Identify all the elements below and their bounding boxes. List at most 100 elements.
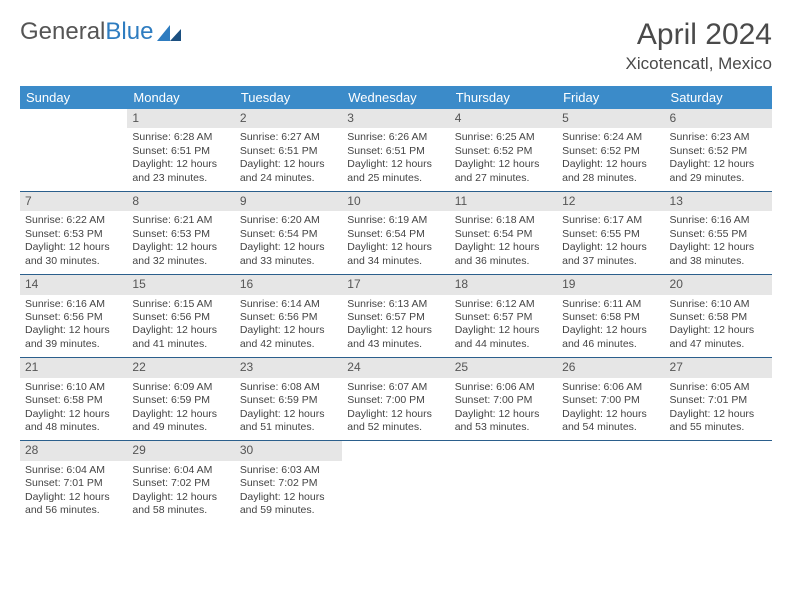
sunrise-text: Sunrise: 6:21 AM	[132, 214, 229, 227]
sunrise-text: Sunrise: 6:27 AM	[240, 131, 337, 144]
weekday-header: Tuesday	[235, 86, 342, 109]
calendar-week-row: 14Sunrise: 6:16 AMSunset: 6:56 PMDayligh…	[20, 275, 772, 358]
daylight-text: Daylight: 12 hours and 38 minutes.	[670, 241, 767, 268]
calendar-day-cell: 27 Sunrise: 6:05 AMSunset: 7:01 PMDayligh…	[665, 358, 772, 441]
daylight-text: Daylight: 12 hours and 53 minutes.	[455, 408, 552, 435]
calendar-blank-cell: .	[665, 441, 772, 524]
sunset-text: Sunset: 6:51 PM	[240, 145, 337, 158]
sunset-text: Sunset: 6:58 PM	[562, 311, 659, 324]
calendar-day-cell: 26 Sunrise: 6:06 AMSunset: 7:00 PMDayligh…	[557, 358, 664, 441]
daylight-text: Daylight: 12 hours and 48 minutes.	[25, 408, 122, 435]
daylight-text: Daylight: 12 hours and 36 minutes.	[455, 241, 552, 268]
sunrise-text: Sunrise: 6:23 AM	[670, 131, 767, 144]
sunset-text: Sunset: 7:01 PM	[670, 394, 767, 407]
calendar-week-row: .1Sunrise: 6:28 AMSunset: 6:51 PMDayligh…	[20, 109, 772, 192]
sunrise-text: Sunrise: 6:04 AM	[25, 464, 122, 477]
sunset-text: Sunset: 7:02 PM	[132, 477, 229, 490]
sunset-text: Sunset: 6:59 PM	[132, 394, 229, 407]
daylight-text: Daylight: 12 hours and 51 minutes.	[240, 408, 337, 435]
sunrise-text: Sunrise: 6:06 AM	[562, 381, 659, 394]
sunset-text: Sunset: 7:00 PM	[562, 394, 659, 407]
day-number: 16	[235, 275, 342, 294]
calendar-day-cell: 20Sunrise: 6:10 AMSunset: 6:58 PMDayligh…	[665, 275, 772, 358]
sunset-text: Sunset: 6:56 PM	[25, 311, 122, 324]
sunrise-text: Sunrise: 6:13 AM	[347, 298, 444, 311]
calendar-day-cell: 3Sunrise: 6:26 AMSunset: 6:51 PMDaylight…	[342, 109, 449, 192]
day-number: 26	[557, 358, 664, 377]
daylight-text: Daylight: 12 hours and 41 minutes.	[132, 324, 229, 351]
daylight-text: Daylight: 12 hours and 59 minutes.	[240, 491, 337, 518]
day-number: 15	[127, 275, 234, 294]
sunrise-text: Sunrise: 6:08 AM	[240, 381, 337, 394]
day-number: 1	[127, 109, 234, 128]
calendar-day-cell: 13Sunrise: 6:16 AMSunset: 6:55 PMDayligh…	[665, 192, 772, 275]
sunset-text: Sunset: 7:02 PM	[240, 477, 337, 490]
sunrise-text: Sunrise: 6:12 AM	[455, 298, 552, 311]
weekday-header: Friday	[557, 86, 664, 109]
calendar-day-cell: 16Sunrise: 6:14 AMSunset: 6:56 PMDayligh…	[235, 275, 342, 358]
calendar-day-cell: 12Sunrise: 6:17 AMSunset: 6:55 PMDayligh…	[557, 192, 664, 275]
daylight-text: Daylight: 12 hours and 54 minutes.	[562, 408, 659, 435]
sunrise-text: Sunrise: 6:16 AM	[25, 298, 122, 311]
daylight-text: Daylight: 12 hours and 47 minutes.	[670, 324, 767, 351]
sunset-text: Sunset: 6:58 PM	[25, 394, 122, 407]
day-number: 22	[127, 358, 234, 377]
sunset-text: Sunset: 6:55 PM	[562, 228, 659, 241]
calendar-day-cell: 28Sunrise: 6:04 AMSunset: 7:01 PMDayligh…	[20, 441, 127, 524]
sunrise-text: Sunrise: 6:11 AM	[562, 298, 659, 311]
sunset-text: Sunset: 6:59 PM	[240, 394, 337, 407]
calendar-day-cell: 17Sunrise: 6:13 AMSunset: 6:57 PMDayligh…	[342, 275, 449, 358]
sunset-text: Sunset: 6:55 PM	[670, 228, 767, 241]
daylight-text: Daylight: 12 hours and 24 minutes.	[240, 158, 337, 185]
weekday-header: Thursday	[450, 86, 557, 109]
day-number: 24	[342, 358, 449, 377]
sunrise-text: Sunrise: 6:05 AM	[670, 381, 767, 394]
sunset-text: Sunset: 6:53 PM	[25, 228, 122, 241]
day-number: 8	[127, 192, 234, 211]
sunset-text: Sunset: 6:54 PM	[455, 228, 552, 241]
daylight-text: Daylight: 12 hours and 44 minutes.	[455, 324, 552, 351]
daylight-text: Daylight: 12 hours and 23 minutes.	[132, 158, 229, 185]
header: GeneralBlue April 2024 Xicotencatl, Mexi…	[20, 18, 772, 74]
daylight-text: Daylight: 12 hours and 28 minutes.	[562, 158, 659, 185]
calendar-week-row: 7Sunrise: 6:22 AMSunset: 6:53 PMDaylight…	[20, 192, 772, 275]
calendar-day-cell: 29Sunrise: 6:04 AMSunset: 7:02 PMDayligh…	[127, 441, 234, 524]
sunset-text: Sunset: 6:51 PM	[347, 145, 444, 158]
calendar-blank-cell: .	[557, 441, 664, 524]
day-number: 18	[450, 275, 557, 294]
sunrise-text: Sunrise: 6:28 AM	[132, 131, 229, 144]
day-number: 11	[450, 192, 557, 211]
daylight-text: Daylight: 12 hours and 43 minutes.	[347, 324, 444, 351]
calendar-day-cell: 11 Sunrise: 6:18 AMSunset: 6:54 PMDayligh…	[450, 192, 557, 275]
brand-part2: Blue	[105, 18, 153, 46]
daylight-text: Daylight: 12 hours and 55 minutes.	[670, 408, 767, 435]
calendar-day-cell: 23Sunrise: 6:08 AMSunset: 6:59 PMDayligh…	[235, 358, 342, 441]
calendar-day-cell: 15Sunrise: 6:15 AMSunset: 6:56 PMDayligh…	[127, 275, 234, 358]
day-number: 5	[557, 109, 664, 128]
calendar-blank-cell: .	[450, 441, 557, 524]
calendar-day-cell: 19Sunrise: 6:11 AMSunset: 6:58 PMDayligh…	[557, 275, 664, 358]
day-number: 3	[342, 109, 449, 128]
day-number: 21	[20, 358, 127, 377]
day-number: 7	[20, 192, 127, 211]
calendar-day-cell: 22Sunrise: 6:09 AMSunset: 6:59 PMDayligh…	[127, 358, 234, 441]
day-number: 27	[665, 358, 772, 377]
daylight-text: Daylight: 12 hours and 58 minutes.	[132, 491, 229, 518]
sunset-text: Sunset: 6:52 PM	[455, 145, 552, 158]
sunset-text: Sunset: 7:01 PM	[25, 477, 122, 490]
weekday-header: Saturday	[665, 86, 772, 109]
calendar-day-cell: 4Sunrise: 6:25 AMSunset: 6:52 PMDaylight…	[450, 109, 557, 192]
sunrise-text: Sunrise: 6:24 AM	[562, 131, 659, 144]
sunset-text: Sunset: 6:52 PM	[562, 145, 659, 158]
daylight-text: Daylight: 12 hours and 27 minutes.	[455, 158, 552, 185]
calendar-day-cell: 8Sunrise: 6:21 AMSunset: 6:53 PMDaylight…	[127, 192, 234, 275]
daylight-text: Daylight: 12 hours and 30 minutes.	[25, 241, 122, 268]
calendar-day-cell: 21 Sunrise: 6:10 AMSunset: 6:58 PMDayligh…	[20, 358, 127, 441]
sunrise-text: Sunrise: 6:03 AM	[240, 464, 337, 477]
calendar-table: SundayMondayTuesdayWednesdayThursdayFrid…	[20, 86, 772, 524]
sunset-text: Sunset: 6:58 PM	[670, 311, 767, 324]
calendar-day-cell: 18Sunrise: 6:12 AMSunset: 6:57 PMDayligh…	[450, 275, 557, 358]
calendar-day-cell: 24Sunrise: 6:07 AMSunset: 7:00 PMDayligh…	[342, 358, 449, 441]
sunrise-text: Sunrise: 6:18 AM	[455, 214, 552, 227]
sunrise-text: Sunrise: 6:10 AM	[25, 381, 122, 394]
